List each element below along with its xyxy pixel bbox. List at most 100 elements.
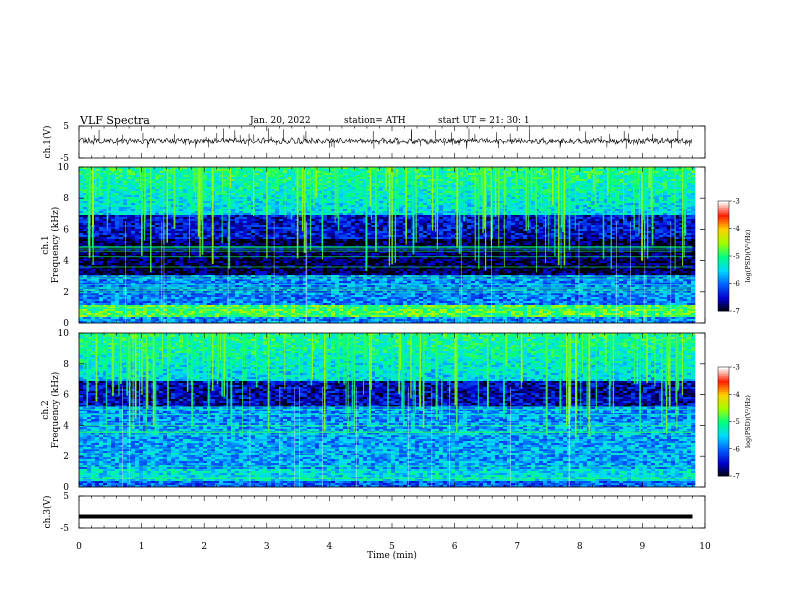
spectrogram-cell xyxy=(343,185,347,187)
spectrogram-cell xyxy=(419,207,423,209)
spectrogram-cell xyxy=(407,177,411,179)
spectrogram-cell xyxy=(515,199,519,201)
spectrogram-cell xyxy=(79,203,83,205)
spectrogram-cell xyxy=(599,179,603,181)
spectrogram-cell xyxy=(355,195,359,197)
spectrogram-cell xyxy=(323,227,327,229)
spectrogram-cell xyxy=(243,223,247,225)
spectrogram-cell xyxy=(615,207,619,209)
spectrogram-cell xyxy=(423,193,427,195)
spectrogram-cell xyxy=(259,217,263,219)
spectrogram-cell xyxy=(599,169,603,171)
spectrogram-cell xyxy=(383,219,387,221)
spectrogram-cell xyxy=(419,219,423,221)
spectrogram-cell xyxy=(355,211,359,213)
spectrogram-cell xyxy=(619,183,623,185)
spectrogram-cell xyxy=(619,193,623,195)
spectrogram-cell xyxy=(131,229,135,231)
spectrogram-cell xyxy=(151,189,155,191)
spectrogram-cell xyxy=(179,203,183,205)
spectrogram-cell xyxy=(239,225,243,227)
spectrogram-cell xyxy=(579,223,583,225)
spectrogram-cell xyxy=(587,209,591,211)
spectrogram-cell xyxy=(135,219,139,221)
spectrogram-cell xyxy=(339,213,343,215)
spectrogram-cell xyxy=(135,187,139,189)
spectrogram-cell xyxy=(323,197,327,199)
spectrogram-cell xyxy=(267,223,271,225)
spectrogram-cell xyxy=(383,211,387,213)
spectrogram-cell xyxy=(667,207,671,209)
spectrogram-cell xyxy=(115,169,119,171)
spectrogram-cell xyxy=(155,219,159,221)
spectrogram-cell xyxy=(323,173,327,175)
spectrogram-cell xyxy=(531,207,535,209)
spectrogram-cell xyxy=(115,199,119,201)
spectrogram-cell xyxy=(271,177,275,179)
spectrogram-cell xyxy=(311,209,315,211)
spectrogram-cell xyxy=(271,205,275,207)
spectrogram-cell xyxy=(423,213,427,215)
spectrogram-cell xyxy=(667,185,671,187)
spectrogram-cell xyxy=(255,209,259,211)
spectrogram-cell xyxy=(539,219,543,221)
spectrogram-cell xyxy=(595,217,599,219)
spectrogram-cell xyxy=(451,195,455,197)
spectrogram-cell xyxy=(355,201,359,203)
spectrogram-cell xyxy=(507,193,511,195)
spectrogram-cell xyxy=(287,207,291,209)
spectrogram-cell xyxy=(239,179,243,181)
spectrogram-cell xyxy=(419,215,423,217)
spectrogram-cell xyxy=(103,227,107,229)
spectrogram-cell xyxy=(175,223,179,225)
spectrogram-cell xyxy=(131,225,135,227)
spectrogram-cell xyxy=(367,213,371,215)
spectrogram-cell xyxy=(571,171,575,173)
spectrogram-cell xyxy=(207,179,211,181)
spectrogram-cell xyxy=(323,211,327,213)
spectrogram-cell xyxy=(691,169,695,171)
spectrogram-cell xyxy=(247,225,251,227)
vlf-spectra-figure: 5-5ch.1(V) 0246810ch.1 Frequency (kHz) 02… xyxy=(0,0,792,612)
spectrogram-cell xyxy=(359,177,363,179)
spectrogram-cell xyxy=(571,227,575,229)
spectrogram-cell xyxy=(599,201,603,203)
spectrogram-cell xyxy=(275,209,279,211)
spectrogram-cell xyxy=(83,169,87,171)
spectrogram-cell xyxy=(203,215,207,217)
spectrogram-cell xyxy=(447,217,451,219)
spectrogram-cell xyxy=(595,223,599,225)
spectrogram-cell xyxy=(663,215,667,217)
spectrogram-cell xyxy=(691,219,695,221)
spectrogram-cell xyxy=(255,175,259,177)
spectrogram-cell xyxy=(503,219,507,221)
spectrogram-cell xyxy=(655,189,659,191)
spectrogram-cell xyxy=(355,203,359,205)
spectrogram-cell xyxy=(619,203,623,205)
spectrogram-cell xyxy=(159,211,163,213)
spectrogram-cell xyxy=(175,227,179,229)
spectrogram-cell xyxy=(279,221,283,223)
spectrogram-cell xyxy=(223,217,227,219)
spectrogram-cell xyxy=(427,219,431,221)
spectrogram-cell xyxy=(427,211,431,213)
spectrogram-cell xyxy=(503,211,507,213)
spectrogram-cell xyxy=(627,201,631,203)
spectrogram-cell xyxy=(155,177,159,179)
spectrogram-cell xyxy=(511,183,515,185)
spectrogram-cell xyxy=(687,201,691,203)
spectrogram-cell xyxy=(83,223,87,225)
spectrogram-cell xyxy=(359,195,363,197)
spectrogram-cell xyxy=(587,221,591,223)
spectrogram-cell xyxy=(151,181,155,183)
spectrogram-cell xyxy=(287,179,291,181)
spectrogram-cell xyxy=(527,217,531,219)
spectrogram-cell xyxy=(423,201,427,203)
spectrogram-cell xyxy=(419,203,423,205)
spectrogram-cell xyxy=(379,203,383,205)
spectrogram-cell xyxy=(675,221,679,223)
spectrogram-cell xyxy=(407,171,411,173)
spectrogram-cell xyxy=(635,213,639,215)
spectrogram-cell xyxy=(127,225,131,227)
spectrogram-cell xyxy=(151,229,155,231)
